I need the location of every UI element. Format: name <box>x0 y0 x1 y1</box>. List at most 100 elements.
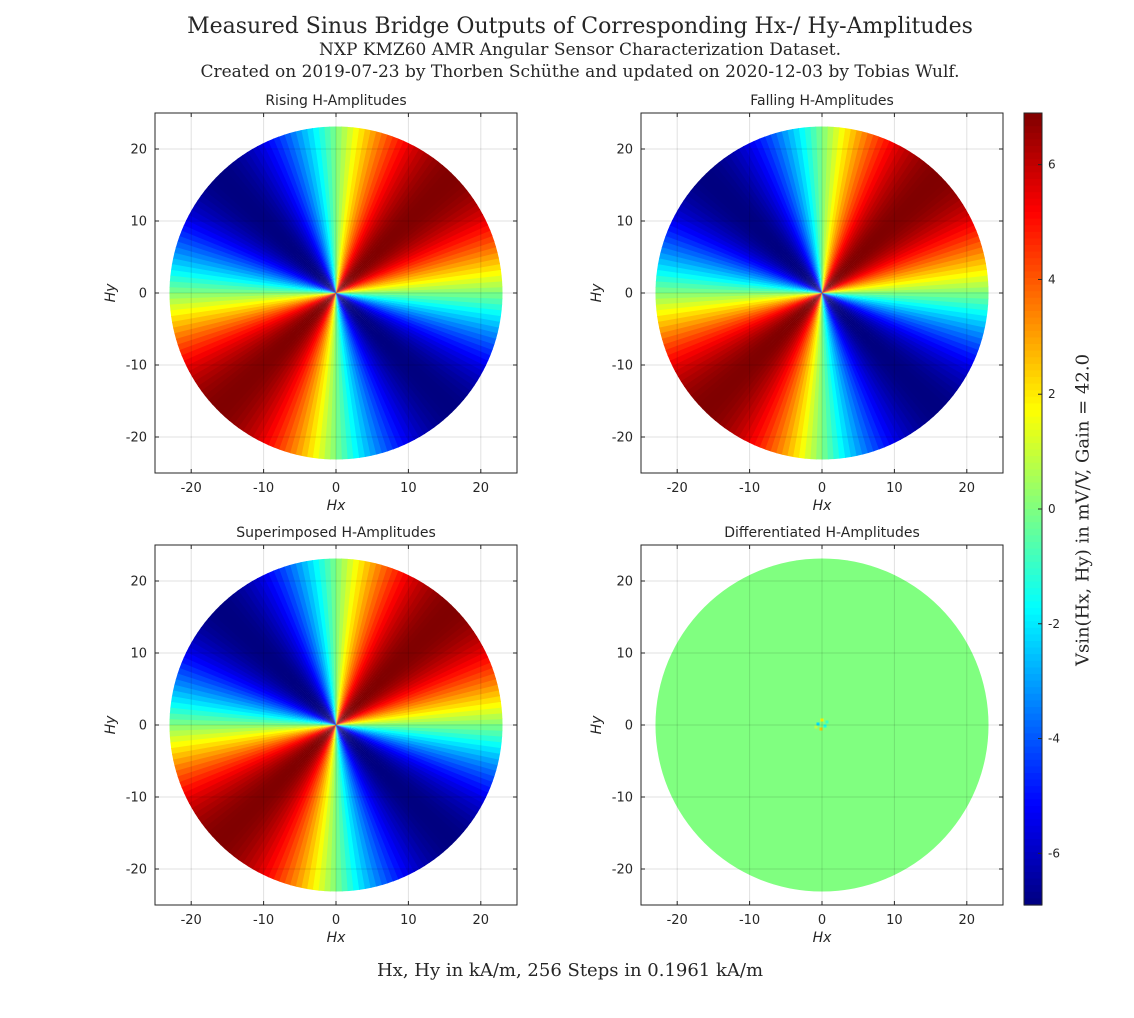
colorbar-segment <box>1024 284 1042 292</box>
colorbar-segment <box>1024 416 1042 424</box>
x-tick-label: 10 <box>886 913 903 928</box>
heatmap-wedge <box>336 563 382 725</box>
colorbar-segment <box>1024 423 1042 431</box>
heatmap-wedge <box>228 725 336 857</box>
colorbar-segment <box>1024 733 1042 741</box>
heatmap-wedge <box>822 208 970 293</box>
heatmap-wedge <box>822 199 964 293</box>
heatmap-wedge <box>336 131 382 293</box>
heatmap-wedge <box>204 617 336 725</box>
colorbar-segment <box>1024 568 1042 576</box>
heatmap-wedge <box>336 561 377 725</box>
heatmap-wedge <box>224 725 336 854</box>
heatmap-wedge <box>191 636 336 725</box>
heatmap-wedge <box>336 208 484 293</box>
heatmap-wedge <box>295 293 336 457</box>
colorbar-segment <box>1024 198 1042 206</box>
heatmap-wedge <box>267 570 336 725</box>
y-axis-label: Hy <box>103 715 119 735</box>
x-tick-label: 0 <box>332 481 340 496</box>
heatmap-wedge <box>216 725 336 846</box>
heatmap-wedge <box>219 169 336 293</box>
heatmap-wedge <box>171 258 336 293</box>
y-tick-label: -10 <box>612 791 633 806</box>
colorbar-tick-label: 4 <box>1048 272 1056 286</box>
heatmap-wedge <box>770 293 822 454</box>
heatmap-wedge <box>822 293 916 435</box>
heatmap-wedge <box>197 627 336 725</box>
heatmap-wedge <box>307 293 336 459</box>
heatmap-wedge <box>172 684 336 725</box>
heatmap-wedge <box>336 596 448 725</box>
heatmap-wedge <box>787 293 822 458</box>
x-tick-label: -10 <box>739 481 760 496</box>
colorbar-segment <box>1024 449 1042 457</box>
heatmap-wedge <box>262 140 336 293</box>
heatmap-wedge <box>336 132 388 293</box>
colorbar-segment <box>1024 482 1042 490</box>
x-axis-label: Hx <box>327 498 347 514</box>
heatmap-wedge <box>183 652 336 725</box>
heatmap-wedge <box>336 293 410 446</box>
colorbar-segment <box>1024 713 1042 721</box>
colorbar-segment <box>1024 746 1042 754</box>
heatmap-wedge <box>822 172 942 293</box>
heatmap-wedge <box>188 293 336 378</box>
heatmap-wedge <box>822 293 947 409</box>
colorbar-segment <box>1024 852 1042 860</box>
y-tick-label: 20 <box>130 143 147 158</box>
heatmap-wedge <box>336 724 503 731</box>
heatmap-wedge <box>179 293 336 357</box>
heatmap-wedge <box>336 168 452 293</box>
heatmap-wedge <box>336 138 404 293</box>
x-tick-label: 10 <box>400 913 417 928</box>
heatmap-wedge <box>336 136 399 293</box>
heatmap-wedge <box>220 293 336 418</box>
heatmap-wedge <box>336 593 444 725</box>
heatmap-field <box>169 558 503 892</box>
heatmap-wedge <box>710 293 822 422</box>
heatmap-wedge <box>822 224 977 293</box>
heatmap-wedge <box>336 214 486 293</box>
heatmap-wedge <box>247 725 336 870</box>
heatmap-wedge <box>237 586 336 725</box>
heatmap-wedge <box>336 725 475 823</box>
heatmap-wedge <box>238 725 336 864</box>
heatmap-wedge <box>336 293 491 361</box>
colorbar-segment <box>1024 410 1042 418</box>
colorbar-segment <box>1024 502 1042 510</box>
heatmap-wedge <box>336 640 484 725</box>
heatmap-wedge <box>336 574 415 725</box>
colorbar-segment <box>1024 898 1042 906</box>
heatmap-wedge <box>336 725 478 819</box>
heatmap-wedge <box>336 140 409 293</box>
colorbar-segment <box>1024 159 1042 167</box>
heatmap-wedge <box>336 293 415 443</box>
figure-subtitle-2: Created on 2019-07-23 by Thorben Schüthe… <box>200 62 960 82</box>
heatmap-wedge <box>822 293 979 356</box>
x-tick-label: -10 <box>253 913 274 928</box>
colorbar-segment <box>1024 641 1042 649</box>
heatmap-wedge <box>336 725 457 845</box>
heatmap-wedge <box>336 558 354 725</box>
colorbar-segment <box>1024 185 1042 193</box>
colorbar-segment <box>1024 878 1042 886</box>
colorbar-segment <box>1024 581 1042 589</box>
heatmap-wedge <box>257 143 336 293</box>
heatmap-wedge <box>301 293 336 458</box>
colorbar-segment <box>1024 205 1042 213</box>
heatmap-wedge <box>822 293 989 305</box>
colorbar-segment <box>1024 456 1042 464</box>
colorbar-segment <box>1024 337 1042 345</box>
colorbar-tick-label: -2 <box>1048 617 1060 631</box>
colorbar-tick-label: 0 <box>1048 502 1056 516</box>
heatmap-wedge <box>247 148 336 293</box>
heatmap-wedge <box>749 293 822 446</box>
heatmap-wedge <box>776 293 822 455</box>
colorbar-segment <box>1024 443 1042 451</box>
colorbar: -6 -4 -2 0 2 4 6 <box>1023 112 1060 906</box>
colorbar-segment <box>1024 674 1042 682</box>
colorbar-segment <box>1024 680 1042 688</box>
heatmap-wedge <box>220 725 336 850</box>
heatmap-wedge <box>728 151 822 293</box>
